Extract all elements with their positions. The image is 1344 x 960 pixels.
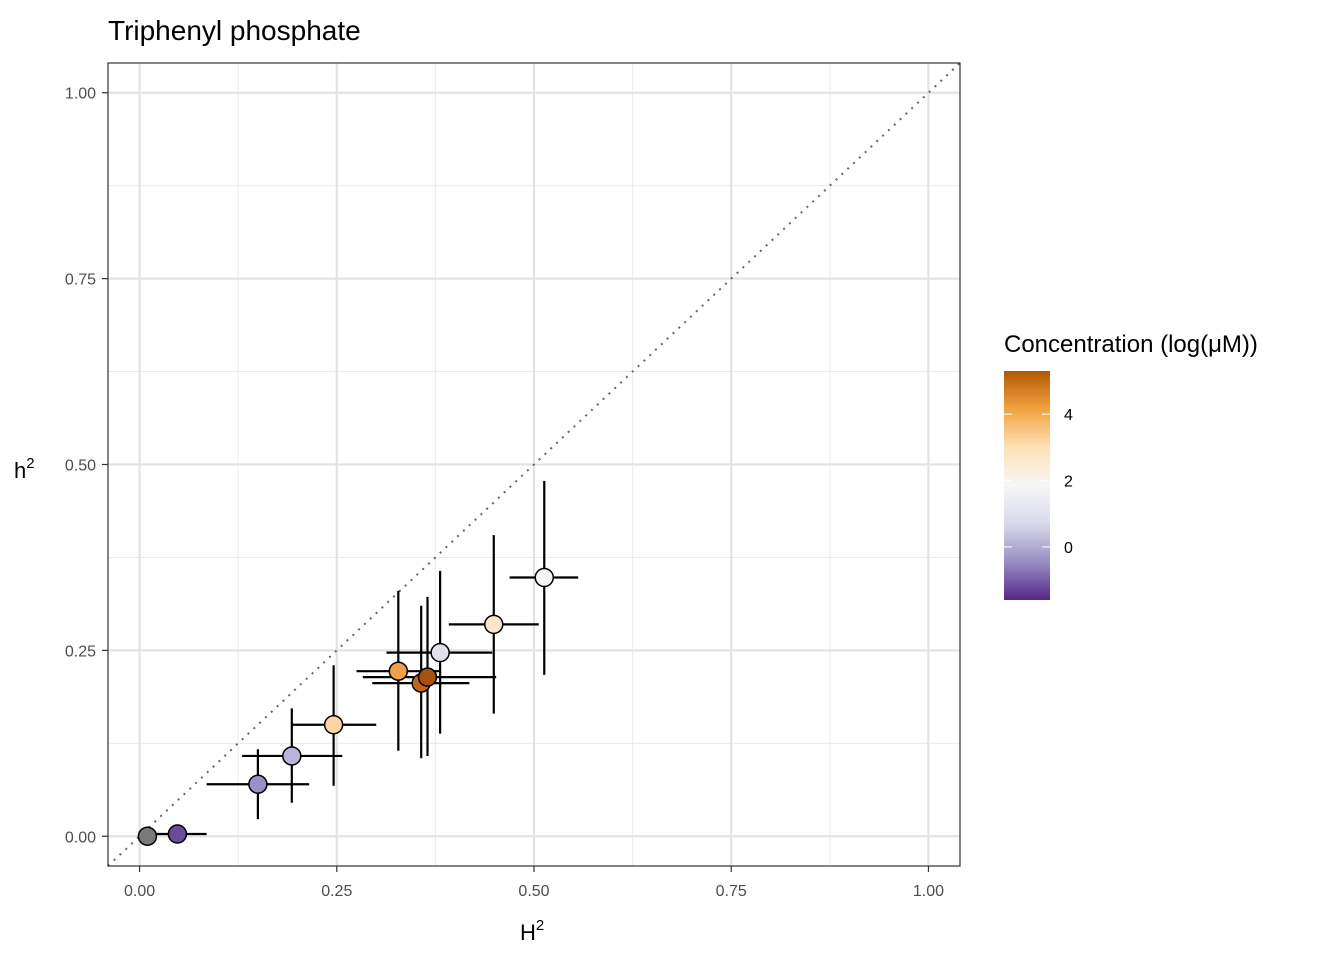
reference-line-y-equals-x [107,62,961,867]
color-legend: Concentration (log(μM)) 0 2 4 [1004,331,1258,600]
x-axis: 0.00 0.25 0.50 0.75 1.00 [124,866,944,900]
y-tick-label: 1.00 [65,86,96,103]
legend-tick-label: 4 [1064,407,1073,424]
data-point [430,642,450,663]
grid [108,63,960,866]
x-tick-label: 0.75 [716,883,747,900]
legend-color-bar [1004,371,1050,600]
data-point [534,567,555,588]
x-tick-label: 0.50 [518,883,549,900]
x-tick-label: 0.00 [124,883,155,900]
legend-title: Concentration (log(μM)) [1004,331,1258,358]
data-point [282,746,302,766]
x-tick-label: 0.25 [321,883,352,900]
error-bars [139,480,579,838]
data-point [388,661,409,681]
y-axis-title-superscript: 2 [26,455,34,472]
data-point [484,614,504,635]
data-point [167,824,188,844]
data-point [248,774,268,794]
x-axis-title-superscript: 2 [536,917,544,934]
y-tick-label: 0.50 [65,458,96,475]
x-tick-label: 1.00 [913,883,944,900]
data-point [137,826,158,847]
x-axis-title-base: H [520,920,536,945]
y-tick-label: 0.00 [65,829,96,846]
chart-title: Triphenyl phosphate [108,15,361,46]
y-axis: 0.00 0.25 0.50 0.75 1.00 [65,86,108,846]
x-axis-title: H2 [520,917,544,945]
data-point [323,714,344,735]
y-tick-label: 0.25 [65,643,96,660]
data-points [137,567,555,847]
y-tick-label: 0.75 [65,272,96,289]
y-axis-title: h2 [14,455,35,483]
legend-tick-label: 2 [1064,474,1073,491]
data-point [417,667,438,687]
legend-ticks: 0 2 4 [1004,407,1073,557]
y-axis-title-base: h [14,458,26,483]
legend-tick-label: 0 [1064,540,1073,557]
